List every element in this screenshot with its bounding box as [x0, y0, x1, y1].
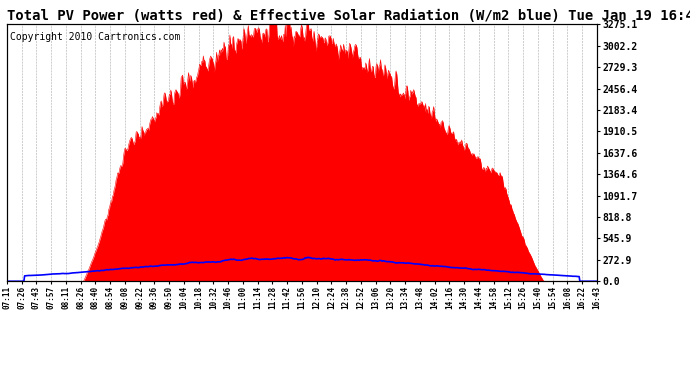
- Text: Total PV Power (watts red) & Effective Solar Radiation (W/m2 blue) Tue Jan 19 16: Total PV Power (watts red) & Effective S…: [7, 9, 690, 23]
- Text: Copyright 2010 Cartronics.com: Copyright 2010 Cartronics.com: [10, 32, 180, 42]
